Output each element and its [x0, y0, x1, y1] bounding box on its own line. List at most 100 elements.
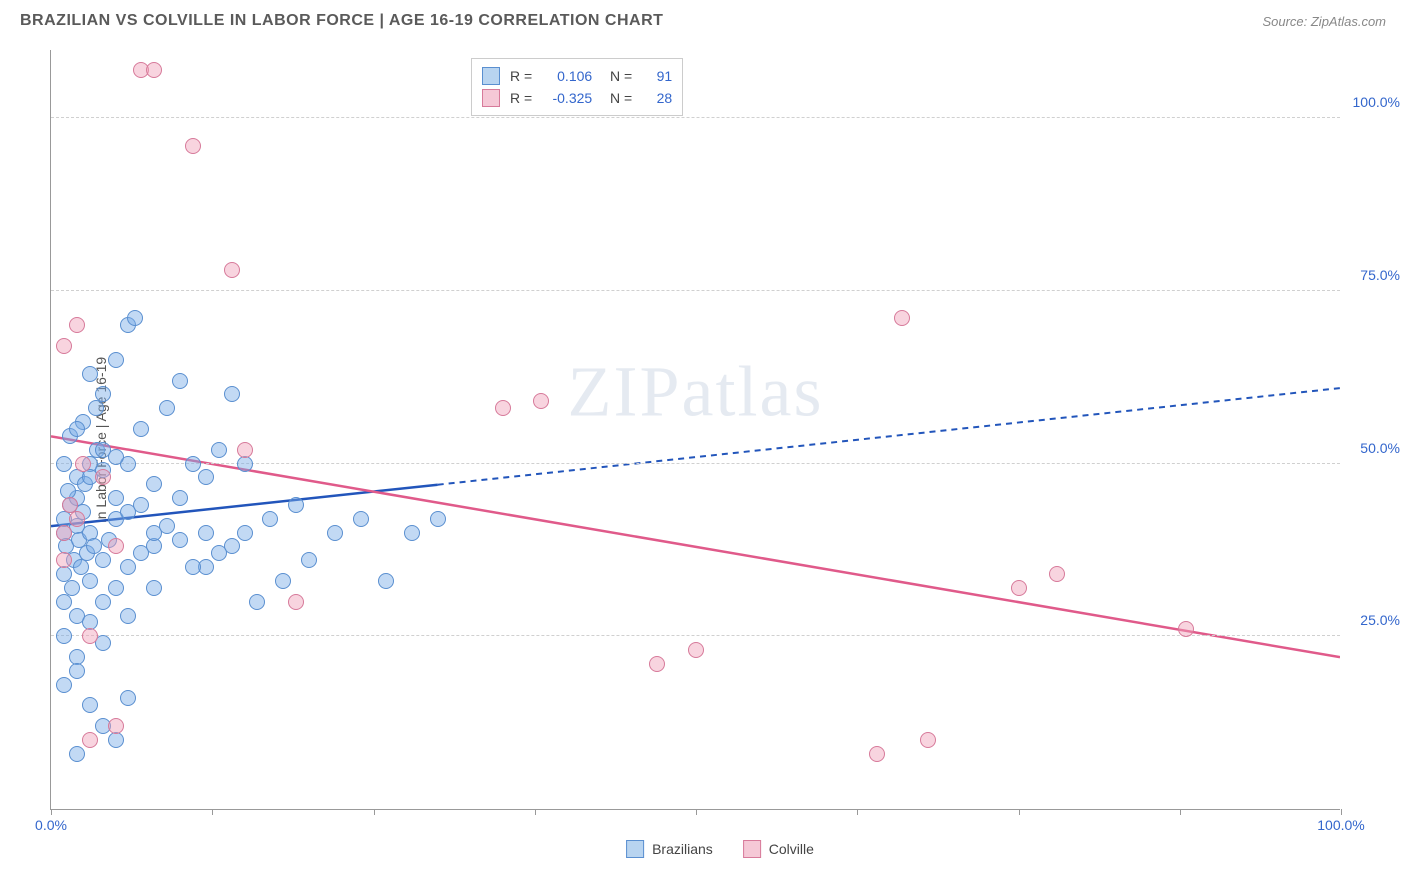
scatter-point — [262, 511, 278, 527]
scatter-point — [69, 663, 85, 679]
scatter-point — [82, 573, 98, 589]
scatter-point — [172, 532, 188, 548]
x-tick — [1341, 809, 1342, 815]
scatter-point — [75, 456, 91, 472]
scatter-point — [237, 525, 253, 541]
legend-label: Colville — [769, 841, 814, 857]
scatter-point — [1049, 566, 1065, 582]
scatter-point — [108, 538, 124, 554]
scatter-point — [275, 573, 291, 589]
scatter-point — [146, 580, 162, 596]
scatter-point — [224, 386, 240, 402]
legend-item: Brazilians — [626, 840, 713, 858]
scatter-point — [211, 442, 227, 458]
y-tick-label: 75.0% — [1360, 267, 1400, 283]
x-tick — [51, 809, 52, 815]
scatter-point — [146, 476, 162, 492]
scatter-point — [869, 746, 885, 762]
scatter-point — [95, 594, 111, 610]
scatter-point — [894, 310, 910, 326]
scatter-point — [56, 594, 72, 610]
scatter-point — [378, 573, 394, 589]
scatter-point — [88, 400, 104, 416]
scatter-point — [108, 732, 124, 748]
scatter-point — [249, 594, 265, 610]
gridline — [51, 290, 1340, 291]
scatter-point — [108, 449, 124, 465]
y-tick-label: 25.0% — [1360, 612, 1400, 628]
scatter-point — [69, 511, 85, 527]
n-value: 28 — [642, 90, 672, 106]
scatter-point — [211, 545, 227, 561]
scatter-point — [56, 677, 72, 693]
series-swatch — [482, 67, 500, 85]
stats-row: R = 0.106 N = 91 — [482, 65, 672, 87]
gridline — [51, 635, 1340, 636]
x-tick — [696, 809, 697, 815]
r-value: -0.325 — [542, 90, 592, 106]
x-tick — [374, 809, 375, 815]
scatter-point — [69, 421, 85, 437]
scatter-point — [56, 456, 72, 472]
scatter-point — [82, 732, 98, 748]
scatter-point — [108, 580, 124, 596]
scatter-point — [159, 518, 175, 534]
r-value: 0.106 — [542, 68, 592, 84]
n-label: N = — [602, 90, 632, 106]
scatter-point — [82, 628, 98, 644]
stats-row: R = -0.325 N = 28 — [482, 87, 672, 109]
scatter-point — [108, 718, 124, 734]
scatter-point — [430, 511, 446, 527]
scatter-point — [198, 469, 214, 485]
scatter-point — [288, 594, 304, 610]
scatter-point — [82, 366, 98, 382]
scatter-point — [82, 697, 98, 713]
scatter-point — [301, 552, 317, 568]
scatter-point — [353, 511, 369, 527]
r-label: R = — [510, 68, 532, 84]
scatter-point — [95, 469, 111, 485]
trend-lines — [51, 50, 1340, 809]
legend-swatch — [626, 840, 644, 858]
legend-item: Colville — [743, 840, 814, 858]
correlation-stats-box: R = 0.106 N = 91 R = -0.325 N = 28 — [471, 58, 683, 116]
scatter-point — [133, 421, 149, 437]
scatter-point — [224, 262, 240, 278]
watermark: ZIPatlas — [568, 350, 824, 433]
scatter-point — [108, 490, 124, 506]
gridline — [51, 117, 1340, 118]
legend-label: Brazilians — [652, 841, 713, 857]
plot-area: ZIPatlas R = 0.106 N = 91 R = -0.325 N =… — [50, 50, 1340, 810]
x-tick — [1019, 809, 1020, 815]
scatter-point — [133, 545, 149, 561]
scatter-point — [120, 608, 136, 624]
scatter-point — [95, 552, 111, 568]
scatter-point — [688, 642, 704, 658]
scatter-point — [127, 310, 143, 326]
scatter-point — [1178, 621, 1194, 637]
scatter-point — [56, 525, 72, 541]
y-tick-label: 50.0% — [1360, 440, 1400, 456]
scatter-point — [146, 62, 162, 78]
scatter-point — [185, 456, 201, 472]
scatter-point — [56, 628, 72, 644]
scatter-point — [920, 732, 936, 748]
scatter-point — [56, 338, 72, 354]
scatter-point — [198, 525, 214, 541]
x-tick — [1180, 809, 1181, 815]
x-tick — [535, 809, 536, 815]
scatter-point — [185, 559, 201, 575]
legend-swatch — [743, 840, 761, 858]
scatter-point — [172, 373, 188, 389]
scatter-point — [120, 504, 136, 520]
legend: Brazilians Colville — [626, 840, 814, 858]
series-swatch — [482, 89, 500, 107]
scatter-point — [120, 559, 136, 575]
scatter-point — [327, 525, 343, 541]
source-attribution: Source: ZipAtlas.com — [1262, 14, 1386, 29]
scatter-point — [120, 690, 136, 706]
scatter-point — [1011, 580, 1027, 596]
chart-container: In Labor Force | Age 16-19 ZIPatlas R = … — [50, 50, 1390, 830]
x-tick-label: 100.0% — [1317, 817, 1364, 833]
scatter-point — [185, 138, 201, 154]
